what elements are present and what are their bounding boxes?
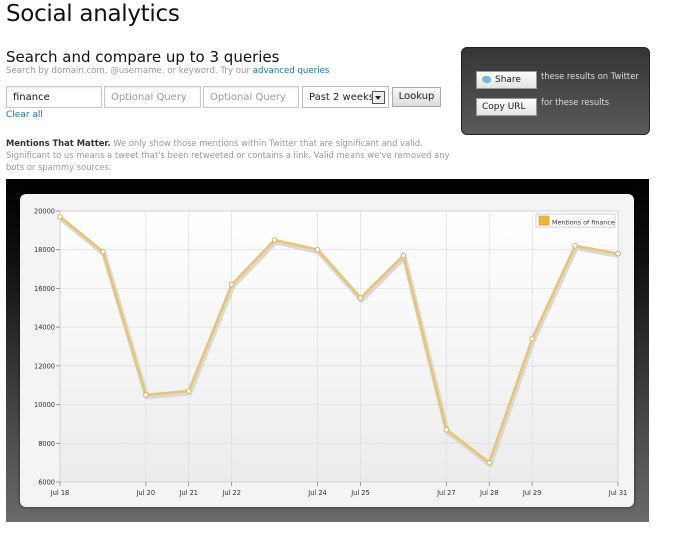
clear-all-link[interactable]: Clear all xyxy=(6,110,43,120)
x-tick-label: Jul 20 xyxy=(136,489,155,497)
search-hint-text: Search by domain.com, @username, or keyw… xyxy=(6,66,251,76)
series-line-finance xyxy=(59,215,619,464)
y-tick-label: 14000 xyxy=(34,324,55,332)
share-panel: Share these results on Twitter Copy URL … xyxy=(461,47,650,135)
search-heading: Search and compare up to 3 queries xyxy=(6,48,280,66)
data-point[interactable] xyxy=(400,252,407,259)
copy-url-text: for these results xyxy=(541,97,610,107)
data-point[interactable] xyxy=(486,459,493,466)
y-tick-label: 16000 xyxy=(34,285,55,293)
chart-frame: 6000 8000 10000 12000 14000 16000 18000 20000 Ju… xyxy=(6,179,649,522)
y-tick-label: 6000 xyxy=(38,479,55,487)
data-point[interactable] xyxy=(314,246,321,253)
x-tick-label: Jul 18 xyxy=(50,489,69,497)
mentions-chart: 6000 8000 10000 12000 14000 16000 18000 20000 Ju… xyxy=(34,208,627,498)
mentions-note-body: We only show those mentions within Twitt… xyxy=(6,138,450,172)
query-input-2[interactable] xyxy=(104,86,201,108)
y-tick-label: 20000 xyxy=(34,208,55,216)
chart-card: 6000 8000 10000 12000 14000 16000 18000 20000 Ju… xyxy=(20,194,634,507)
x-tick-label: Jul 31 xyxy=(608,489,627,497)
plot-area xyxy=(59,210,619,483)
data-point[interactable] xyxy=(100,248,106,255)
mentions-note-title: Mentions That Matter. xyxy=(6,138,111,148)
lookup-button[interactable]: Lookup xyxy=(392,87,441,107)
y-tick-label: 10000 xyxy=(34,401,55,409)
x-tick-label: Jul 29 xyxy=(522,489,541,497)
data-point[interactable] xyxy=(271,237,278,243)
x-tick-label: Jul 27 xyxy=(436,489,455,497)
legend-box xyxy=(535,213,616,228)
copy-url-button[interactable]: Copy URL xyxy=(476,98,537,116)
chart-legend: Mentions of finance xyxy=(535,213,616,228)
twitter-bird-icon xyxy=(482,76,491,83)
app-title: Social analytics xyxy=(6,1,180,27)
x-tick-label: Jul 24 xyxy=(307,489,326,497)
y-tick-label: 18000 xyxy=(34,246,55,254)
data-point[interactable] xyxy=(615,250,621,257)
legend-swatch xyxy=(538,215,550,226)
share-button[interactable]: Share xyxy=(476,71,537,89)
share-button-label: Share xyxy=(495,75,521,85)
data-point[interactable] xyxy=(185,388,192,394)
x-tick-label: Jul 25 xyxy=(350,489,369,497)
data-point[interactable] xyxy=(443,426,450,433)
y-tick-label: 12000 xyxy=(34,362,55,370)
x-tick-label: Jul 28 xyxy=(479,489,498,497)
advanced-queries-link[interactable]: advanced queries xyxy=(252,66,330,76)
legend-label: Mentions of finance xyxy=(552,218,615,226)
x-tick-label: Jul 21 xyxy=(179,489,198,497)
data-point[interactable] xyxy=(357,295,364,301)
data-point[interactable] xyxy=(228,281,235,288)
copy-url-label: Copy URL xyxy=(482,102,526,112)
data-point[interactable] xyxy=(57,214,63,220)
data-point[interactable] xyxy=(529,335,535,342)
data-point[interactable] xyxy=(572,243,578,249)
period-select-value: Past 2 weeks xyxy=(309,91,375,103)
period-select[interactable]: Past 2 weeks xyxy=(302,86,389,108)
data-point[interactable] xyxy=(143,392,149,398)
search-hint: Search by domain.com, @username, or keyw… xyxy=(6,66,329,76)
share-text: these results on Twitter xyxy=(541,71,639,81)
chevron-down-icon[interactable] xyxy=(372,91,385,104)
mentions-note: Mentions That Matter. We only show those… xyxy=(6,137,451,173)
y-tick-label: 8000 xyxy=(38,440,55,448)
query-input-1[interactable] xyxy=(6,86,102,108)
x-tick-label: Jul 22 xyxy=(221,489,240,497)
query-input-3[interactable] xyxy=(203,86,299,108)
